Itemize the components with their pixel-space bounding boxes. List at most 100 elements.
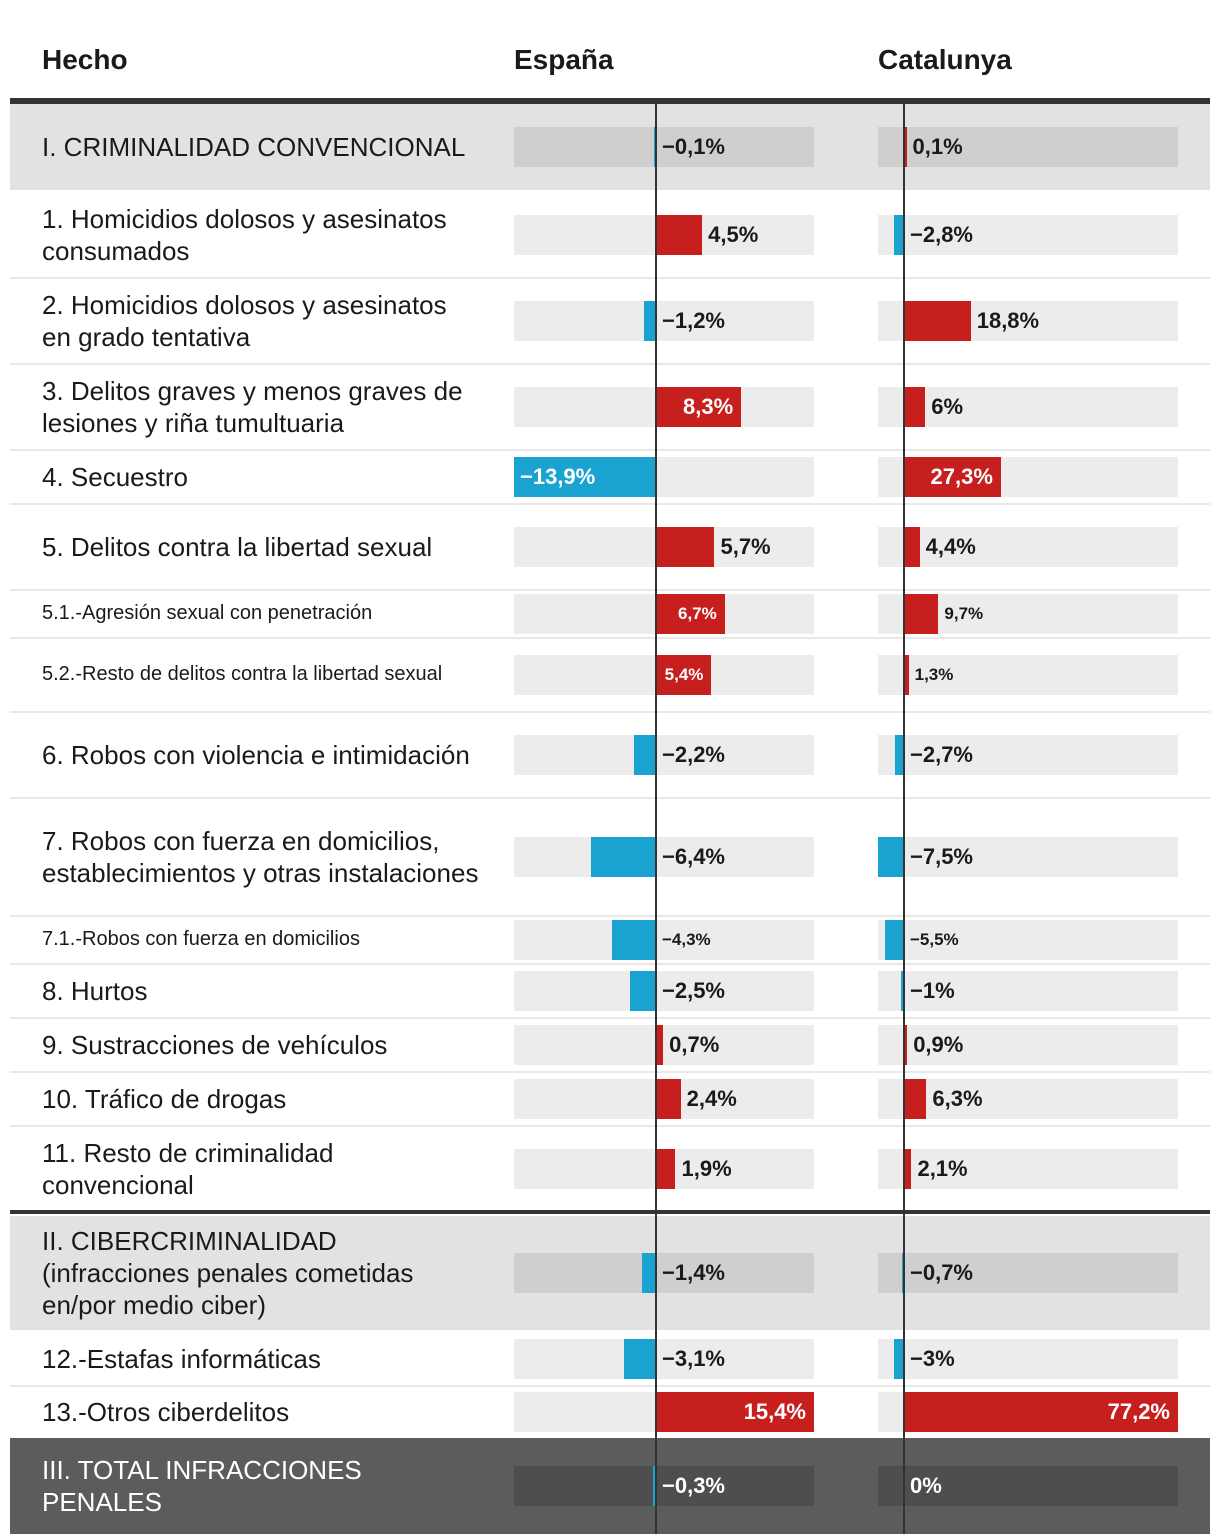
espana-bar [630,970,656,1011]
espana-bar [656,593,725,634]
catalunya-value-label: −0,7% [910,1260,973,1285]
catalunya-value-label: −7,5% [910,843,973,869]
row-divider [10,710,1210,713]
espana-value-label: 6,7% [677,603,717,623]
catalunya-bar [904,1391,1178,1432]
catalunya-value-label: 27,3% [930,463,993,489]
espana-track [514,1253,814,1293]
row-label: 7.1.-Robos con fuerza en domicilios [42,928,360,950]
espana-value-label: −0,3% [662,1473,725,1498]
catalunya-track [878,214,1178,255]
espana-value-label: −0,1% [662,134,725,159]
catalunya-bar [884,919,904,960]
espana-value-label: −1,2% [662,307,725,333]
espana-value-label: 8,3% [682,393,734,419]
catalunya-track [878,1466,1178,1506]
row-divider [10,502,1210,505]
catalunya-value-label: 77,2% [1107,1398,1170,1424]
espana-value-label: 5,4% [664,664,704,684]
espana-zero-axis [655,104,657,1534]
espana-value-label: −13,9% [520,463,596,489]
catalunya-bar [904,1148,912,1189]
catalunya-bar [901,1253,904,1293]
espana-track [514,836,814,877]
catalunya-value-label: −2,7% [910,741,973,767]
espana-track [514,127,814,167]
row-divider [10,588,1210,591]
catalunya-track [878,1024,1178,1065]
espana-bar [643,300,656,341]
espana-bar [656,526,715,567]
catalunya-track [878,1078,1178,1119]
espana-bar [612,919,656,960]
catalunya-bar [904,456,1001,497]
espana-track [514,1024,814,1065]
row-divider [10,914,1210,917]
row-label: 3. Delitos graves y menos graves de lesi… [42,375,463,438]
espana-value-label: 5,7% [720,533,771,559]
catalunya-bar [894,734,904,775]
catalunya-value-label: 18,8% [976,307,1040,333]
row-divider [10,1124,1210,1127]
row-divider [10,448,1210,451]
catalunya-track [878,970,1178,1011]
espana-bar [656,1391,814,1432]
espana-track [514,1466,814,1506]
catalunya-bar [904,1024,908,1065]
espana-bar [656,1148,676,1189]
row-label: 5. Delitos contra la libertad sexual [42,531,433,562]
catalunya-bar [904,526,920,567]
row-divider [10,636,1210,639]
catalunya-value-label: −1% [910,977,955,1003]
espana-value-label: 0,7% [669,1031,720,1057]
espana-value-label: −1,4% [662,1260,725,1285]
catalunya-track [878,734,1178,775]
espana-bar [652,1466,656,1506]
espana-value-label: 1,9% [681,1155,732,1181]
row-label: 10. Tráfico de drogas [42,1083,287,1114]
row-divider [10,1070,1210,1073]
espana-value-label: −4,3% [662,929,711,949]
row-label: II. CIBERCRIMINALIDAD (infracciones pena… [42,1226,414,1320]
row-divider [10,796,1210,799]
espana-bar [624,1338,656,1379]
row-divider [10,1016,1210,1019]
catalunya-bar [904,593,939,634]
espana-value-label: −2,5% [662,977,725,1003]
header-catalunya: Catalunya [878,44,1012,75]
catalunya-bar [904,654,909,695]
espana-track [514,734,814,775]
row-label: 1. Homicidios dolosos y asesinatos consu… [42,203,447,266]
catalunya-track [878,526,1178,567]
catalunya-value-label: −3% [910,1345,955,1371]
catalunya-track [878,836,1178,877]
row-label: 13.-Otros ciberdelitos [42,1396,290,1427]
espana-value-label: −6,4% [662,843,725,869]
catalunya-zero-axis [903,104,905,1534]
row-label: 8. Hurtos [42,975,148,1006]
catalunya-track [878,1148,1178,1189]
header-espana: España [514,44,614,75]
row-label: 5.1.-Agresión sexual con penetración [42,602,373,624]
catalunya-value-label: 1,3% [914,664,954,684]
row-divider [10,962,1210,965]
header-hecho: Hecho [42,44,128,75]
header-rule [10,98,1210,104]
catalunya-value-label: 9,7% [944,603,984,623]
row-divider [10,276,1210,279]
catalunya-value-label: −2,8% [910,221,973,247]
row-label: 11. Resto de criminalidad convencional [42,1137,334,1200]
catalunya-track [878,1338,1178,1379]
row-divider [10,362,1210,365]
catalunya-value-label: 6,3% [932,1085,983,1111]
catalunya-track [878,654,1178,695]
catalunya-bar [900,970,904,1011]
catalunya-bar [904,300,971,341]
espana-track [514,300,814,341]
espana-value-label: 15,4% [743,1398,806,1424]
row-label: 5.2.-Resto de delitos contra la libertad… [42,663,443,685]
espana-bar [656,214,703,255]
catalunya-value-label: 0,1% [912,134,963,159]
row-label: 4. Secuestro [42,461,188,492]
